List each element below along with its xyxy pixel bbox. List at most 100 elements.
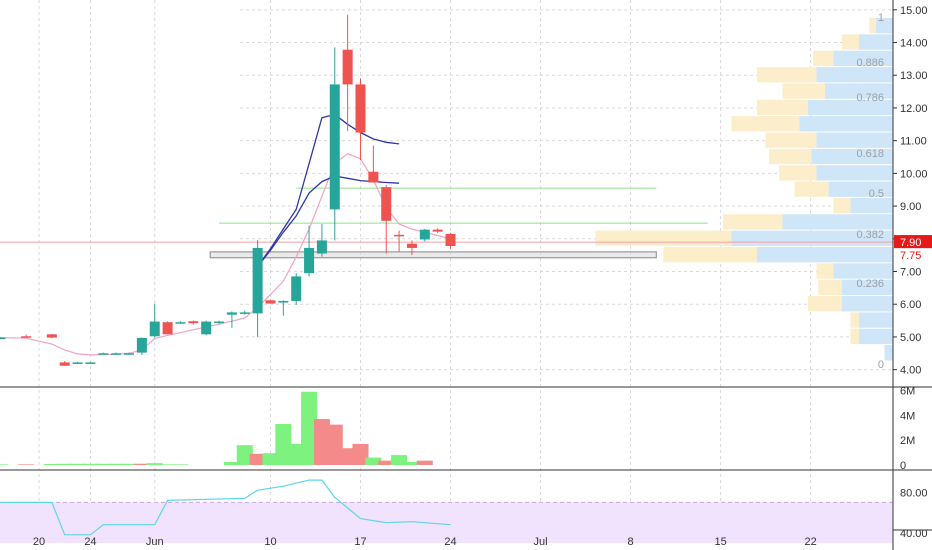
volume-profile-down	[869, 17, 876, 34]
candle-body	[278, 300, 289, 303]
rsi-band-fill	[0, 502, 893, 543]
volume-profile-up	[825, 83, 893, 99]
candle-body	[46, 334, 57, 338]
candle-body	[149, 321, 160, 337]
volume-profile-down	[808, 296, 842, 312]
candle-body	[355, 84, 366, 133]
volume-profile-up	[811, 148, 893, 165]
volume-bar	[56, 463, 73, 465]
volume-tick-label: 2M	[900, 435, 915, 447]
price-tick-label: 12.00	[900, 103, 928, 115]
candle-body	[342, 49, 353, 85]
price-tick-label: 14.00	[900, 38, 928, 50]
volume-profile-up	[757, 246, 893, 263]
volume-bar	[365, 457, 382, 465]
candle-body	[394, 234, 405, 237]
candle-body	[445, 233, 456, 246]
price-label-bg	[894, 248, 932, 263]
candle-body	[419, 229, 430, 240]
candle-body	[21, 336, 32, 338]
time-tick-label: Jul	[534, 536, 548, 548]
volume-profile-up	[842, 279, 893, 296]
time-tick-label: 17	[354, 536, 366, 548]
volume-profile-down	[833, 197, 851, 214]
fib-level-label: 0.236	[856, 278, 884, 290]
candle-body	[329, 84, 340, 210]
volume-bar	[133, 463, 150, 465]
volume-bar	[121, 463, 138, 465]
candle-body	[72, 362, 83, 364]
fib-level-label: 0.786	[856, 92, 884, 104]
candle-body	[124, 353, 135, 355]
volume-profile-up	[833, 50, 893, 67]
candle-body	[0, 337, 6, 340]
volume-profile-up	[828, 181, 893, 197]
volume-bar	[339, 448, 356, 465]
volume-profile-up	[859, 312, 893, 328]
volume-bar	[223, 461, 240, 465]
volume-profile-down	[782, 83, 825, 99]
volume-profile-up	[816, 165, 893, 181]
range-box	[209, 251, 657, 259]
time-tick-label: 8	[627, 536, 633, 548]
candle-body	[188, 321, 199, 324]
volume-bar	[172, 464, 189, 465]
candle-body	[381, 187, 392, 221]
candle-body	[406, 243, 417, 248]
rsi-series	[0, 479, 451, 536]
candle-body	[304, 247, 315, 274]
candle-body	[368, 171, 379, 183]
price-tick-label: 9.00	[900, 201, 921, 213]
volume-bars	[0, 391, 433, 465]
price-label: 7.90	[900, 237, 921, 249]
volume-bar	[18, 464, 35, 465]
fib-level-label: 0.618	[856, 148, 884, 160]
volume-profile-up	[859, 34, 893, 50]
volume-bar	[288, 443, 305, 465]
moving-averages	[0, 113, 451, 356]
volume-bar	[159, 464, 176, 465]
volume-profile-up	[782, 214, 893, 230]
volume-profile-up	[799, 116, 893, 132]
volume-profile-up	[833, 263, 893, 279]
candle-body	[136, 337, 147, 353]
rsi-line	[0, 479, 451, 536]
volume-profile-down	[850, 328, 859, 345]
volume-profile-up	[816, 132, 893, 148]
fib-level-label: 1	[878, 12, 884, 24]
volume-bar	[236, 445, 253, 465]
volume-profile-down	[842, 34, 859, 50]
price-tick-label: 7.00	[900, 267, 921, 279]
volume-profile-up	[884, 345, 893, 361]
rsi-tick-label: 80.00	[900, 487, 928, 499]
moving-average-pink	[0, 153, 451, 356]
candlesticks	[0, 14, 456, 366]
volume-profile-down	[779, 165, 817, 181]
volume-bar	[275, 424, 292, 465]
volume-tick-label: 0	[900, 460, 906, 472]
volume-tick-label: 4M	[900, 410, 915, 422]
volume-profile-down	[765, 132, 817, 148]
volume-bar	[326, 424, 343, 465]
volume-bar	[301, 391, 318, 465]
price-tick-label: 13.00	[900, 70, 928, 82]
candle-body	[316, 240, 327, 254]
volume-profile-down	[768, 148, 812, 165]
volume-bar	[352, 443, 369, 465]
volume-profile-down	[595, 230, 732, 246]
volume-bar	[108, 463, 125, 465]
axes[interactable]: 4.005.006.007.008.009.0010.0011.0012.001…	[33, 0, 928, 550]
time-tick-label: 22	[804, 536, 816, 548]
volume-profile-down	[723, 214, 783, 230]
volume-profile-up	[816, 67, 893, 83]
price-tick-label: 6.00	[900, 299, 921, 311]
volume-bar	[262, 453, 279, 465]
time-tick-label: 10	[264, 536, 276, 548]
price-tick-label: 5.00	[900, 332, 921, 344]
volume-profile-down	[850, 312, 859, 328]
price-tick-label: 15.00	[900, 5, 928, 17]
volume-tick-label: 6M	[900, 385, 915, 397]
volume-profile-up	[850, 197, 893, 214]
candle-body	[201, 321, 212, 335]
